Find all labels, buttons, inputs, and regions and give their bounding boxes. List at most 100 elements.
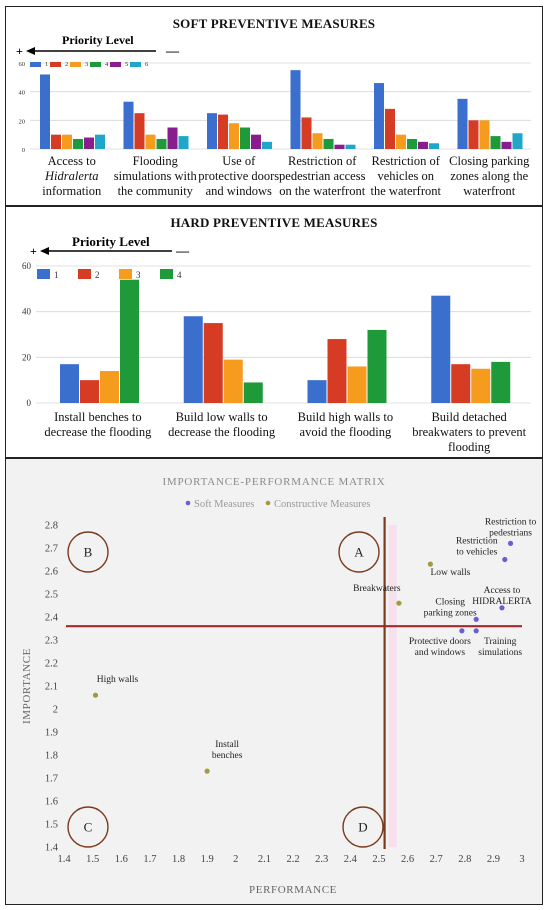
category-label-line: simulations with: [113, 169, 197, 183]
y-tick-label: 2.8: [45, 521, 58, 532]
data-point: [204, 768, 210, 774]
category-label: Closing parking zones along the waterfront: [445, 154, 533, 199]
category-label-line: Build low walls to: [175, 410, 268, 424]
y-tick-label: 1.7: [45, 774, 58, 785]
bar: [40, 74, 50, 149]
bar: [457, 98, 468, 149]
bar: [203, 323, 223, 403]
y-tick-label: 2.7: [45, 544, 58, 555]
x-tick-label: 2.5: [372, 854, 385, 865]
category-label-line: Hidralerta: [45, 169, 99, 183]
category-label: Build low walls to decrease the flooding: [152, 410, 292, 440]
hard-chart: + Priority Level — 0 20 40 60 1 2 3 4: [22, 234, 531, 408]
bar: [80, 380, 99, 403]
y-tick-label: 1.8: [45, 751, 58, 762]
ipm-title: IMPORTANCE-PERFORMANCE MATRIX: [162, 476, 385, 488]
bar: [451, 364, 471, 403]
quadrant-circle: [342, 806, 384, 848]
legend-swatch: [110, 62, 121, 67]
category-label: Install benches to decrease the flooding: [28, 410, 168, 440]
bar: [290, 70, 301, 149]
category-label: Restriction of pedestrian access on the wa…: [278, 154, 366, 199]
importance-performance-chart: IMPORTANCE-PERFORMANCE MATRIX Soft Measur…: [21, 476, 537, 896]
bar: [60, 364, 79, 403]
bar: [490, 136, 501, 149]
bar: [327, 339, 347, 403]
bar: [51, 134, 61, 149]
y-tick-label: 20: [22, 352, 32, 362]
data-point: [473, 628, 479, 634]
soft-measures-panel: SOFT PREVENTIVE MEASURES + Priority Level…: [5, 6, 543, 206]
y-tick-label: 0: [22, 147, 25, 154]
legend-swatch: [30, 62, 41, 67]
x-tick-label: 2.3: [315, 854, 328, 865]
point-label: Install: [215, 740, 239, 750]
category-label-line: pedestrian access: [279, 169, 366, 183]
legend-label: 3: [136, 270, 141, 280]
priority-plus-sign: +: [30, 244, 37, 258]
bar: [323, 138, 334, 149]
bar: [123, 101, 134, 149]
legend-swatch: [50, 62, 61, 67]
legend-swatch: [160, 269, 173, 279]
category-label: Use of protective doors and windows: [195, 154, 283, 199]
priority-arrow-head: [40, 247, 49, 255]
bar: [307, 380, 327, 403]
bar: [145, 134, 156, 149]
bar: [396, 134, 406, 149]
y-tick-label: 2.2: [45, 659, 58, 670]
bar: [418, 141, 428, 149]
point-label: Training: [484, 637, 517, 647]
legend-swatch: [78, 269, 91, 279]
y-tick-label: 0: [27, 398, 32, 408]
legend-label: 1: [54, 270, 59, 280]
hard-chart-title: HARD PREVENTIVE MEASURES: [170, 215, 378, 230]
point-label: High walls: [97, 675, 139, 685]
category-label-line: information: [42, 184, 102, 198]
priority-arrow-head: [26, 47, 35, 55]
bar: [120, 279, 139, 403]
bar: [218, 114, 228, 149]
category-label-line: protective doors: [198, 169, 280, 183]
y-tick-label: 2: [53, 705, 58, 716]
category-label-line: Closing parking: [449, 154, 530, 168]
y-tick-label: 2.3: [45, 636, 58, 647]
bar: [229, 123, 239, 149]
bar: [431, 295, 451, 403]
bar: [374, 83, 384, 149]
legend-marker: [185, 500, 191, 506]
bar: [301, 117, 312, 149]
legend-label: 6: [145, 61, 149, 68]
point-label: Protective doors: [409, 637, 471, 647]
x-tick-label: 2.9: [487, 854, 500, 865]
category-label-line: Flooding: [132, 154, 178, 168]
bar: [367, 329, 387, 403]
y-tick-label: 60: [22, 261, 32, 271]
data-point: [92, 692, 99, 698]
bar: [407, 138, 417, 149]
x-tick-label: 2.8: [458, 854, 471, 865]
y-axis-title: IMPORTANCE: [21, 648, 33, 724]
bar: [240, 127, 250, 149]
bar: [167, 127, 178, 149]
y-tick-label: 1.6: [45, 797, 58, 808]
y-tick-label: 2.4: [45, 613, 59, 624]
bar: [334, 144, 345, 149]
quadrant-circle: [67, 531, 109, 573]
bar: [178, 136, 189, 149]
x-tick-label: 2.7: [430, 854, 443, 865]
y-tick-label: 1.5: [45, 820, 58, 831]
bar: [251, 134, 261, 149]
point-label: pedestrians: [489, 528, 532, 538]
x-tick-label: 1.6: [115, 854, 128, 865]
soft-chart-title: SOFT PREVENTIVE MEASURES: [172, 16, 376, 31]
category-label-line: decrease the flooding: [168, 425, 276, 439]
quadrant-letter: A: [354, 545, 364, 560]
point-label: Closing: [435, 597, 465, 607]
bar: [73, 138, 83, 149]
x-tick-label: 2.2: [286, 854, 299, 865]
legend-swatch: [130, 62, 141, 67]
quadrant-letter: C: [84, 820, 93, 835]
y-tick-label: 60: [19, 61, 26, 68]
bar: [491, 361, 511, 403]
